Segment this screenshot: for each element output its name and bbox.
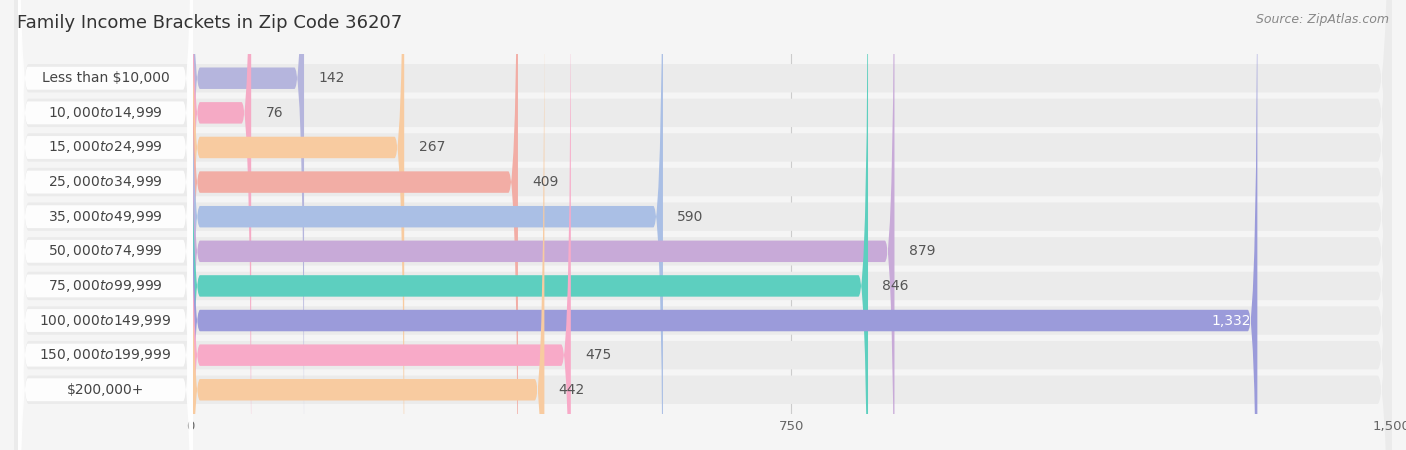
FancyBboxPatch shape <box>190 0 1257 450</box>
FancyBboxPatch shape <box>14 0 1392 450</box>
Text: 409: 409 <box>533 175 558 189</box>
FancyBboxPatch shape <box>190 0 544 450</box>
FancyBboxPatch shape <box>18 0 193 450</box>
Text: 1,332: 1,332 <box>1212 314 1251 328</box>
Text: 846: 846 <box>883 279 908 293</box>
FancyBboxPatch shape <box>14 0 1392 450</box>
FancyBboxPatch shape <box>18 0 193 450</box>
FancyBboxPatch shape <box>190 0 304 450</box>
Text: 475: 475 <box>585 348 612 362</box>
FancyBboxPatch shape <box>18 0 193 450</box>
FancyBboxPatch shape <box>14 0 1392 450</box>
FancyBboxPatch shape <box>18 0 193 450</box>
FancyBboxPatch shape <box>190 0 404 450</box>
FancyBboxPatch shape <box>18 0 193 450</box>
Text: $50,000 to $74,999: $50,000 to $74,999 <box>48 243 163 259</box>
FancyBboxPatch shape <box>14 0 1392 450</box>
FancyBboxPatch shape <box>190 0 868 450</box>
FancyBboxPatch shape <box>14 0 1392 450</box>
Text: $150,000 to $199,999: $150,000 to $199,999 <box>39 347 172 363</box>
Text: Less than $10,000: Less than $10,000 <box>42 71 169 85</box>
Text: 267: 267 <box>419 140 444 154</box>
FancyBboxPatch shape <box>190 0 252 450</box>
Text: 590: 590 <box>678 210 704 224</box>
FancyBboxPatch shape <box>190 0 517 450</box>
Text: 76: 76 <box>266 106 283 120</box>
FancyBboxPatch shape <box>14 0 1392 450</box>
FancyBboxPatch shape <box>18 0 193 450</box>
Text: $10,000 to $14,999: $10,000 to $14,999 <box>48 105 163 121</box>
Text: $200,000+: $200,000+ <box>66 383 143 397</box>
Text: 442: 442 <box>558 383 585 397</box>
Text: $75,000 to $99,999: $75,000 to $99,999 <box>48 278 163 294</box>
FancyBboxPatch shape <box>14 0 1392 450</box>
Text: $15,000 to $24,999: $15,000 to $24,999 <box>48 140 163 155</box>
FancyBboxPatch shape <box>14 0 1392 450</box>
Text: $100,000 to $149,999: $100,000 to $149,999 <box>39 313 172 328</box>
Text: $35,000 to $49,999: $35,000 to $49,999 <box>48 209 163 225</box>
FancyBboxPatch shape <box>18 0 193 450</box>
FancyBboxPatch shape <box>14 0 1392 450</box>
FancyBboxPatch shape <box>190 0 571 450</box>
Text: 879: 879 <box>908 244 935 258</box>
FancyBboxPatch shape <box>18 0 193 450</box>
Text: Family Income Brackets in Zip Code 36207: Family Income Brackets in Zip Code 36207 <box>17 14 402 32</box>
FancyBboxPatch shape <box>18 0 193 450</box>
FancyBboxPatch shape <box>190 0 664 450</box>
FancyBboxPatch shape <box>190 0 894 450</box>
Text: Source: ZipAtlas.com: Source: ZipAtlas.com <box>1256 14 1389 27</box>
FancyBboxPatch shape <box>14 0 1392 450</box>
Text: 142: 142 <box>319 71 344 85</box>
FancyBboxPatch shape <box>18 0 193 450</box>
Text: $25,000 to $34,999: $25,000 to $34,999 <box>48 174 163 190</box>
